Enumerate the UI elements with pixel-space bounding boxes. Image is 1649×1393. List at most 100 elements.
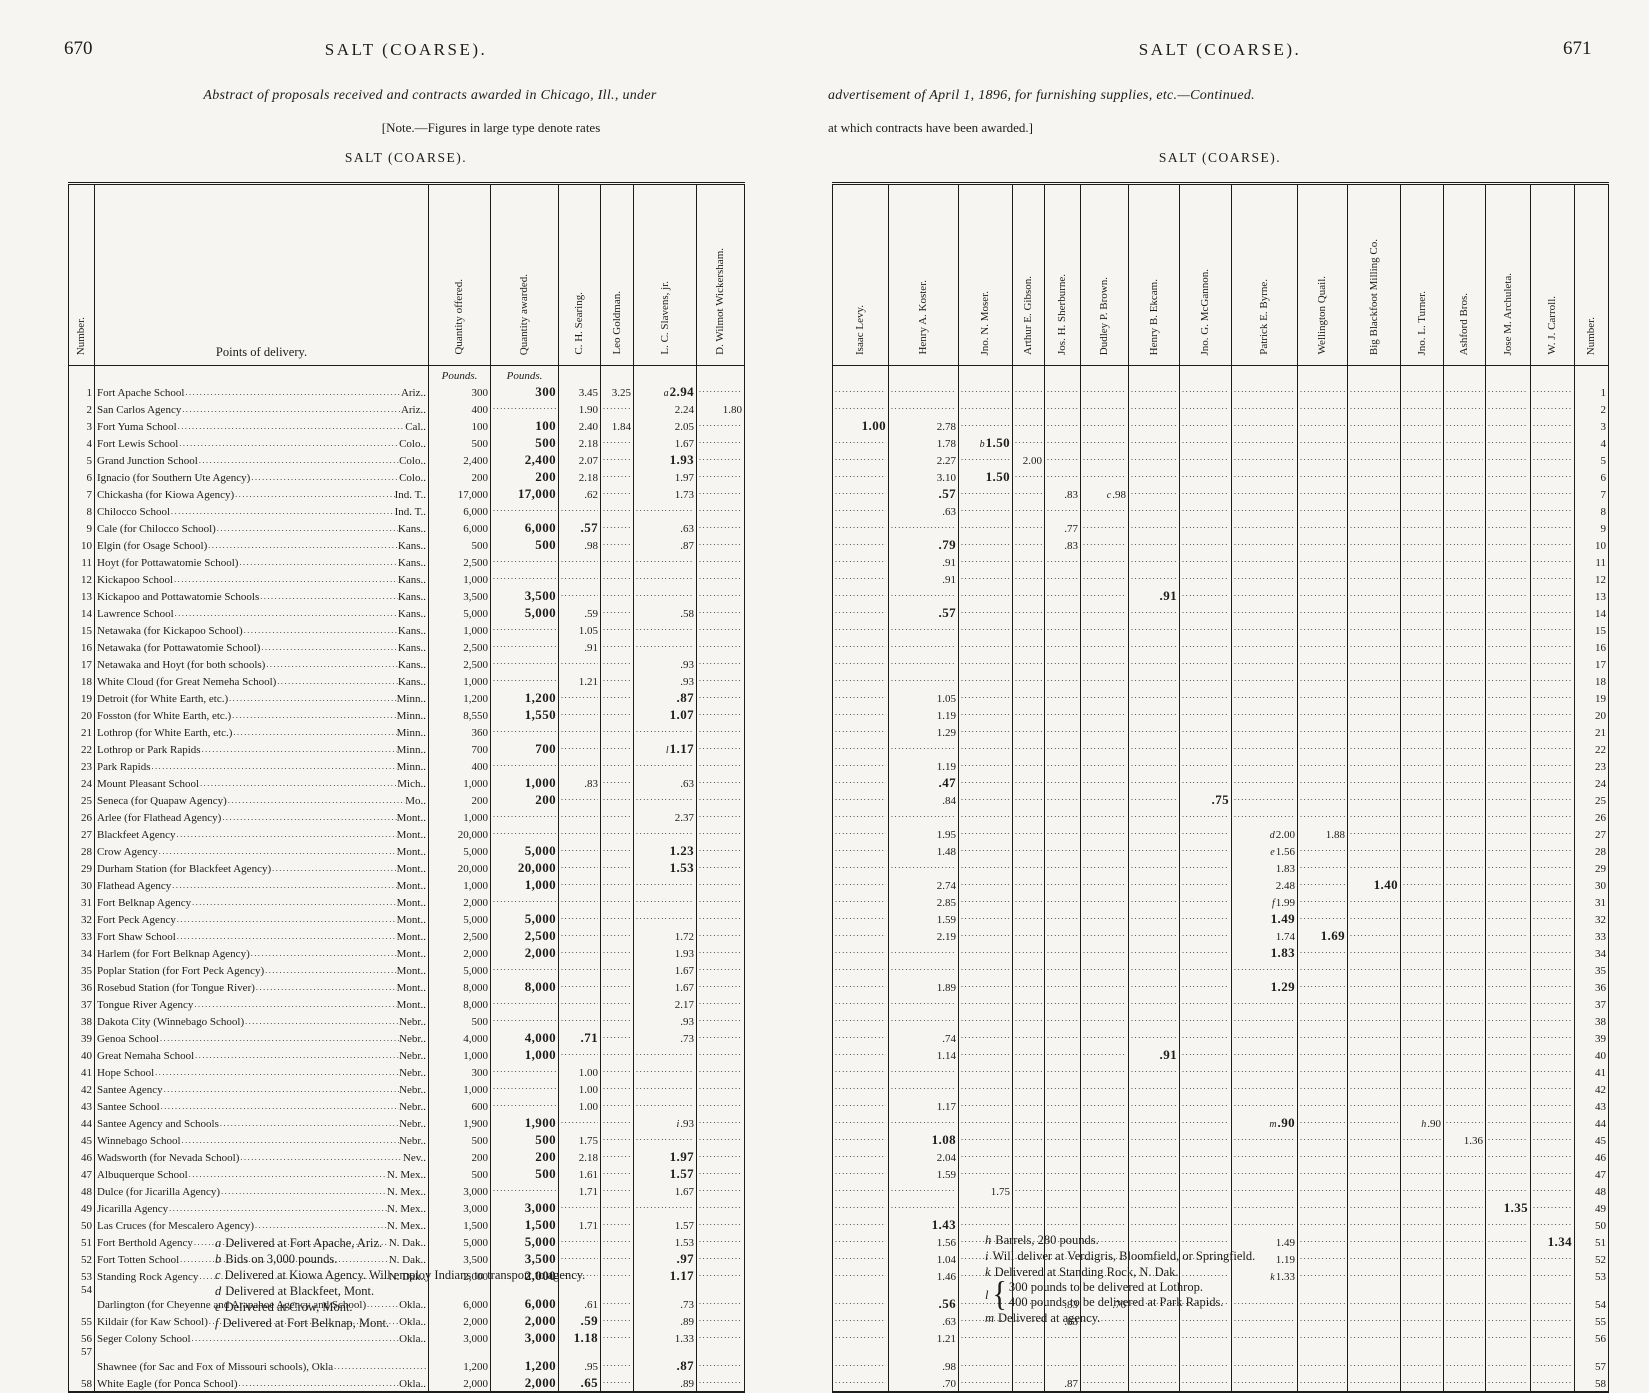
- rate-cell-gibson: ........................................: [1012, 604, 1045, 621]
- place-cell: Park Rapids.............................…: [94, 757, 429, 774]
- dot-leader: ........................................: [1300, 1235, 1345, 1244]
- dot-leader: ........................................: [1533, 861, 1572, 870]
- rate-cell-archuleta: ........................................: [1485, 859, 1531, 876]
- dot-leader: ........................................: [1131, 1252, 1177, 1261]
- rate-value: 1.56: [936, 1237, 956, 1249]
- rate-cell-big-blackfoot: ........................................: [1347, 1312, 1401, 1329]
- dot-leader: ........................................…: [255, 1221, 387, 1230]
- rate-value: .98: [584, 540, 598, 552]
- dot-leader: ........................................: [636, 572, 694, 581]
- rate-value: 1.00: [578, 1067, 598, 1079]
- dot-leader: ........................................: [699, 1297, 742, 1306]
- dot-leader: ........................................: [561, 1235, 598, 1244]
- rate-cell-byrne: ........................................: [1231, 383, 1298, 400]
- rate-cell-slavens: 1.33: [633, 1329, 697, 1346]
- rate-cell-sherburne: ........................................: [1044, 740, 1081, 757]
- rate-cell-slavens: 1.17: [633, 1267, 697, 1284]
- dot-leader: ........................................: [1350, 742, 1398, 751]
- dot-leader: ........................................…: [221, 1187, 387, 1196]
- quantity-offered-cell: 2,500: [428, 927, 491, 944]
- dot-leader: ........................................…: [176, 932, 397, 941]
- place-state: Colo..: [399, 455, 426, 467]
- rate-value: 1.73: [674, 489, 694, 501]
- dot-leader: ........................................: [1350, 827, 1398, 836]
- dot-leader: ........................................: [891, 861, 956, 870]
- row-number: 29: [81, 863, 92, 875]
- place-state: Kans..: [397, 659, 426, 671]
- rate-cell-gibson: ........................................: [1012, 944, 1045, 961]
- dot-leader: ........................................: [1234, 1376, 1295, 1385]
- rate-cell-mcgannon: ........................................: [1179, 1329, 1232, 1346]
- place-state: N. Mex..: [386, 1220, 426, 1232]
- rate-cell-quail: ........................................: [1297, 1012, 1348, 1029]
- dot-leader: ........................................: [1300, 708, 1345, 717]
- rate-value: .83: [1064, 489, 1078, 501]
- dot-leader: ........................................: [699, 1252, 742, 1261]
- rate-cell-mcgannon: ........................................: [1179, 485, 1232, 502]
- rate-cell-quail: ........................................: [1297, 604, 1348, 621]
- place-state: Mont..: [396, 829, 426, 841]
- row-number: 31: [81, 897, 92, 909]
- rate-cell-wickersham: ........................................: [696, 1216, 745, 1233]
- place-line: Seger Colony School.....................…: [97, 1333, 426, 1346]
- dot-leader: ........................................: [1234, 1014, 1295, 1023]
- dot-leader: ........................................: [1083, 1235, 1126, 1244]
- table-row: 27 Blackfeet Agency......................…: [69, 825, 745, 842]
- rate-cell-searing: ........................................: [558, 1012, 601, 1029]
- quantity-awarded-cell: 20,000: [490, 859, 559, 876]
- table-row: 3 Fort Yuma School.......................…: [69, 417, 745, 434]
- rate-cell-ashford: ........................................: [1443, 1312, 1486, 1329]
- rate-cell-quail: ........................................: [1297, 808, 1348, 825]
- row-number: 13: [81, 591, 92, 603]
- rate-cell-sherburne: ........................................: [1044, 1131, 1081, 1148]
- rate-cell-mcgannon: ........................................: [1179, 468, 1232, 485]
- quantity-offered-cell: 500: [428, 434, 491, 451]
- quantity-offered-cell: 8,550: [428, 706, 491, 723]
- place-cell: Elgin (for Osage School)................…: [94, 536, 429, 553]
- rate-cell-koster: 1.04: [888, 1250, 959, 1267]
- dot-leader: ........................................: [493, 504, 556, 513]
- rate-cell-searing: .95: [558, 1346, 601, 1374]
- dot-leader: ........................................: [1488, 1065, 1528, 1074]
- dot-leader: ........................................: [961, 742, 1010, 751]
- dot-leader: ........................................: [961, 1297, 1010, 1306]
- rate-cell-brown: ........................................: [1080, 842, 1129, 859]
- dot-leader: ........................................: [1131, 929, 1177, 938]
- rate-cell-gibson: ........................................: [1012, 927, 1045, 944]
- awarded-rate-value: .59: [580, 1313, 598, 1328]
- dot-leader: ........................................: [961, 657, 1010, 666]
- dot-leader: ........................................: [961, 912, 1010, 921]
- right-running-title: SALT (COARSE).: [1138, 40, 1302, 59]
- rate-cell-archuleta: ........................................: [1485, 961, 1531, 978]
- col-bidder-mcgannon: Jno. G. McGannon.: [1179, 183, 1232, 366]
- footnote-mark: k: [1270, 1272, 1275, 1283]
- dot-leader: ........................................: [603, 674, 631, 683]
- place-name: Lawrence School: [97, 608, 174, 620]
- rate-cell-brown: ........................................: [1080, 1182, 1129, 1199]
- rate-cell-ashford: ........................................: [1443, 1329, 1486, 1346]
- dot-leader: ........................................: [603, 1065, 631, 1074]
- rate-cell-carroll: ........................................: [1530, 1114, 1575, 1131]
- rate-cell-searing: 1.00: [558, 1063, 601, 1080]
- quantity-offered-cell: 3,000: [428, 1199, 491, 1216]
- table-header: Number. Points of delivery. Quantity offer…: [68, 183, 745, 366]
- dot-leader: ........................................: [1403, 640, 1441, 649]
- place-name: Fort Lewis School: [97, 438, 179, 450]
- dot-leader: ........................................: [1488, 538, 1528, 547]
- dot-leader: ........................................…: [232, 711, 396, 720]
- dot-leader: ........................................: [1350, 657, 1398, 666]
- table-row: ........................................…: [833, 876, 1609, 893]
- place-state: Mont..: [396, 880, 426, 892]
- rate-cell-slavens: ........................................: [633, 570, 697, 587]
- quantity-awarded-cell: 4,000: [490, 1029, 559, 1046]
- place-cell: Hope School.............................…: [94, 1063, 429, 1080]
- rate-cell-mcgannon: ........................................: [1179, 1148, 1232, 1165]
- rate-cell-carroll: ........................................: [1530, 485, 1575, 502]
- left-footnotes: a Delivered at Fort Apache, Ariz. b Bids on…: [215, 1235, 585, 1331]
- dot-leader: ........................................…: [160, 1102, 400, 1111]
- dot-leader: ........................................: [1234, 657, 1295, 666]
- rate-cell-mcgannon: ........................................: [1179, 1250, 1232, 1267]
- place-line: Elgin (for Osage School)................…: [97, 540, 426, 553]
- table-row: ........................................…: [833, 468, 1609, 485]
- rate-cell-ekcam: ........................................: [1128, 774, 1180, 791]
